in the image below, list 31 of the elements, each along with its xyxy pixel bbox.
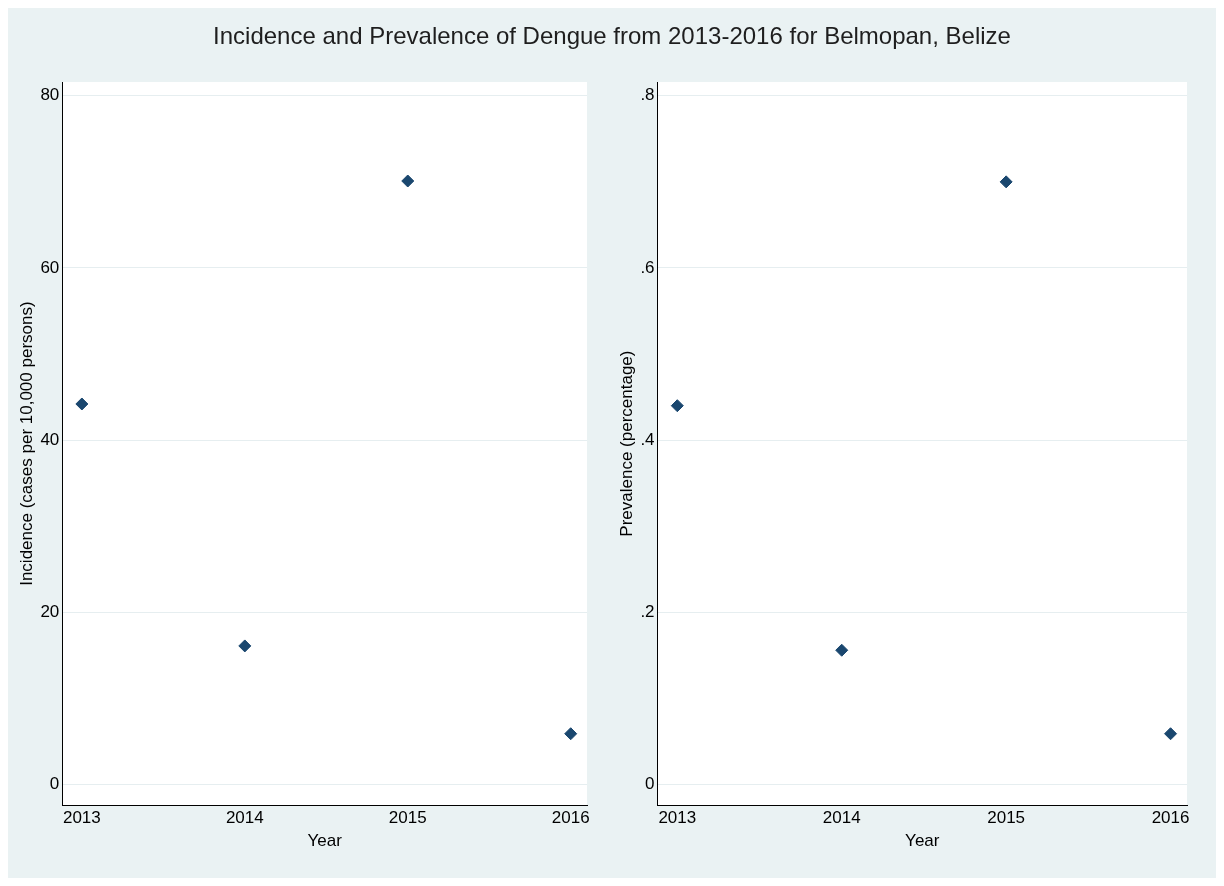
y-tick-label: .2 (640, 602, 655, 622)
y-axis-title: Prevalence (percentage) (616, 350, 636, 537)
y-tick-label: 20 (40, 602, 60, 622)
x-axis-title: Year (307, 831, 343, 851)
point (401, 174, 415, 188)
x-tick-label: 2016 (551, 808, 590, 828)
point (75, 397, 89, 411)
y-tick-label: .4 (640, 429, 655, 449)
x-tick-label: 2015 (987, 808, 1026, 828)
y-tick-label: .6 (640, 257, 655, 277)
point (999, 175, 1013, 189)
y-axis-title: Incidence (cases per 10,000 persons) (16, 301, 36, 586)
point (238, 639, 252, 653)
x-tick-label: 2013 (658, 808, 697, 828)
x-axis-title: Year (905, 831, 940, 851)
y-tick-label: .8 (640, 85, 655, 105)
x-tick-label: 2014 (225, 808, 264, 828)
x-tick-label: 2013 (62, 808, 101, 828)
x-tick-label: 2014 (822, 808, 861, 828)
chart-title: Incidence and Prevalence of Dengue from 2013-2016 for Belmopan, Belize (212, 22, 1012, 51)
y-tick-label: 0 (49, 774, 60, 794)
y-tick-label: 40 (40, 429, 60, 449)
y-tick-label: 60 (40, 257, 60, 277)
y-tick-label: 0 (645, 774, 655, 794)
y-tick-label: 80 (40, 85, 60, 105)
point (835, 643, 849, 657)
x-tick-label: 2015 (388, 808, 427, 828)
point (564, 727, 578, 741)
x-tick-label: 2016 (1151, 808, 1190, 828)
point (1164, 727, 1178, 741)
point (670, 399, 684, 413)
